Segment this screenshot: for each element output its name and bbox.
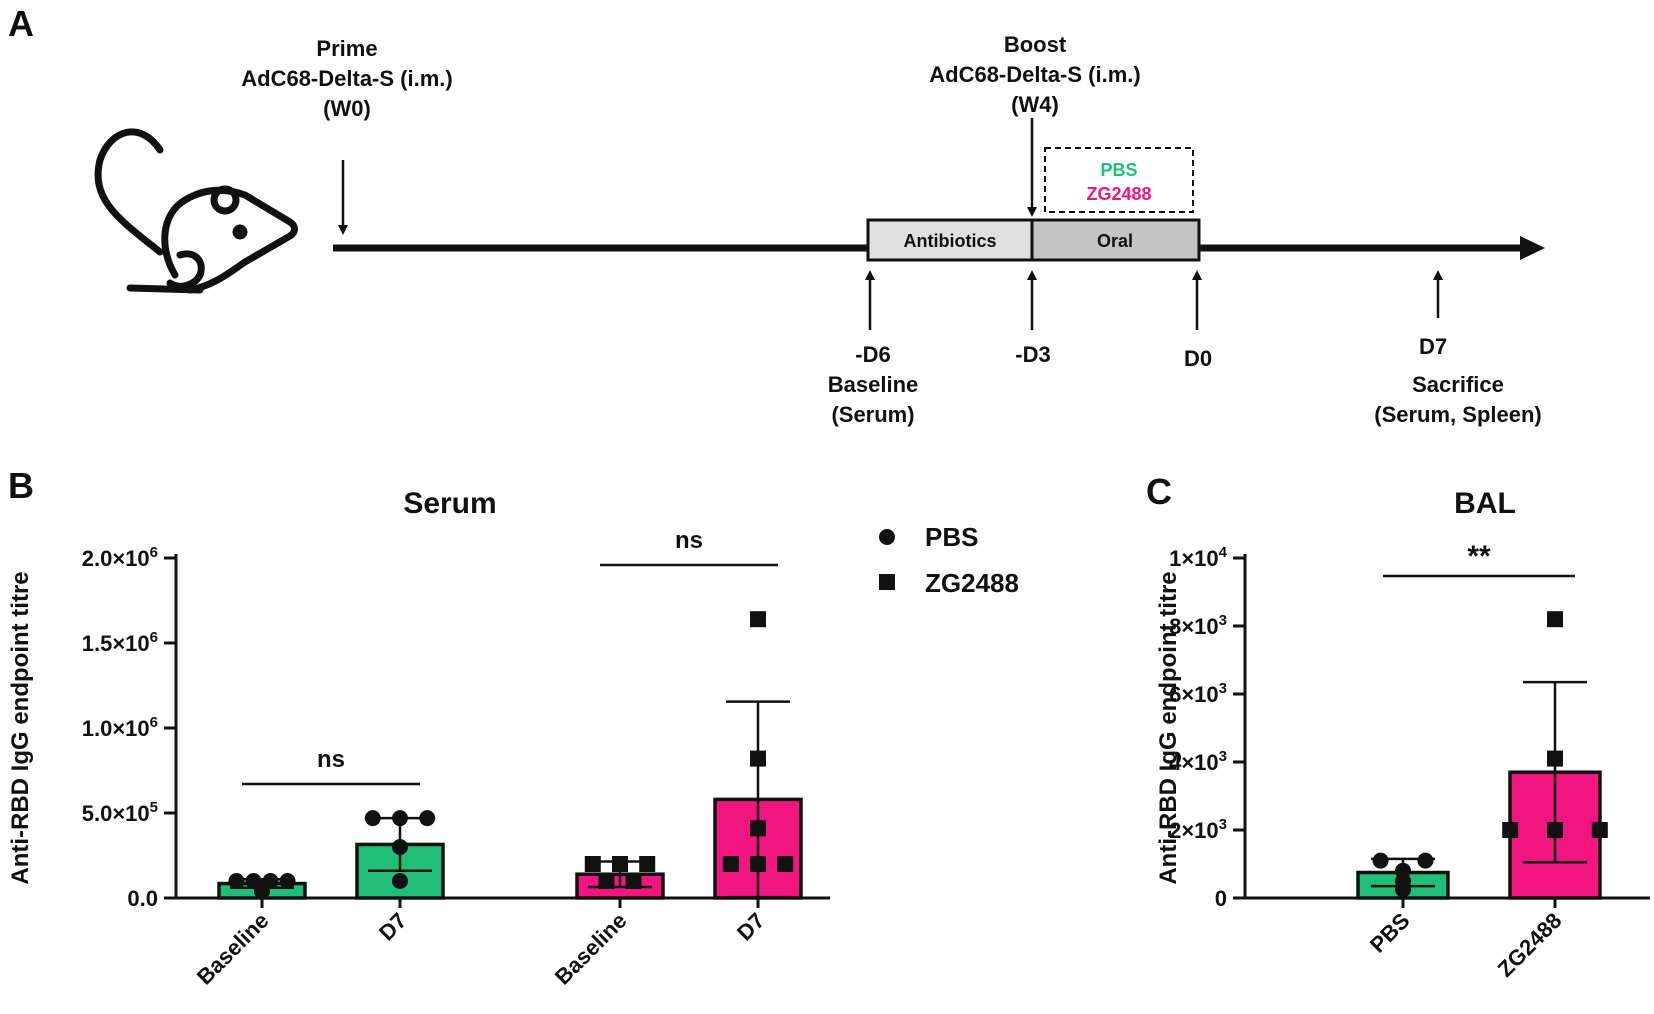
treatment-box (1044, 147, 1194, 213)
serum-y-axis-label: Anti-RBD IgG endpoint titre (7, 571, 34, 884)
oral-box (1030, 218, 1201, 262)
timeline-arrowhead (1520, 236, 1545, 260)
legend-zg2488-marker (879, 574, 895, 590)
d6-label: -D6 (855, 342, 890, 367)
serum-y-tick-label: 1.0×106 (82, 714, 158, 741)
legend-pbs-label: PBS (925, 522, 978, 552)
bal-y-tick-label: 1×104 (1169, 544, 1228, 571)
serum-data-point (750, 750, 766, 767)
d6-baseline: Baseline (828, 372, 919, 397)
panel-a-letter: A (8, 3, 34, 44)
serum-data-point (419, 810, 436, 827)
serum-data-point (392, 810, 408, 827)
mouse-icon (94, 128, 298, 294)
d7-samples: (Serum, Spleen) (1374, 402, 1541, 427)
serum-data-point (392, 839, 408, 855)
serum-category-label: Baseline (550, 908, 632, 990)
serum-category-label: D7 (732, 908, 770, 946)
serum-data-point (750, 856, 766, 872)
bal-significance-label: ** (1467, 540, 1491, 573)
legend: PBS ZG2488 (879, 522, 1019, 598)
bal-data-point (1547, 750, 1563, 767)
serum-y-tick-label: 2.0×106 (82, 544, 158, 571)
serum-data-point (584, 856, 601, 872)
panel-c-letter: C (1146, 471, 1172, 512)
treatment-pbs-label: PBS (1100, 160, 1137, 180)
d7-sacrifice: Sacrifice (1412, 372, 1504, 397)
serum-data-point (392, 873, 408, 889)
bal-y-tick-label: 8×103 (1169, 612, 1227, 639)
bal-data-point (1591, 822, 1608, 838)
bal-y-tick-label: 0 (1215, 886, 1227, 911)
d0-label: D0 (1184, 346, 1212, 371)
bal-chart: BAL Anti-RBD IgG endpoint titre 0 2×103 4×10… (1155, 487, 1650, 982)
oral-label: Oral (1097, 231, 1133, 251)
bal-y-axis-label: Anti-RBD IgG endpoint titre (1155, 571, 1182, 884)
boost-vaccine: AdC68-Delta-S (i.m.) (929, 62, 1140, 87)
legend-zg2488-label: ZG2488 (925, 568, 1019, 598)
serum-data-point (750, 820, 766, 837)
serum-chart-title: Serum (403, 487, 496, 520)
serum-data-point (750, 611, 766, 628)
bal-category-label: PBS (1365, 908, 1415, 958)
d6-serum: (Serum) (831, 402, 914, 427)
serum-category-label: Baseline (192, 908, 274, 990)
prime-week: (W0) (323, 96, 371, 121)
bal-data-point (1417, 852, 1434, 869)
serum-data-point (639, 856, 656, 872)
prime-title: Prime (316, 36, 377, 61)
serum-significance-label: ns (317, 746, 345, 773)
bal-category-label: ZG2488 (1493, 908, 1567, 982)
serum-data-point (598, 873, 615, 889)
bal-data-point (1395, 881, 1411, 898)
serum-data-point (777, 856, 794, 872)
serum-data-point (364, 810, 381, 827)
d3-label: -D3 (1015, 342, 1050, 367)
serum-data-point (612, 856, 628, 872)
bal-data-point (1372, 852, 1389, 869)
bal-data-point (1502, 822, 1519, 838)
treatment-zg2488-label: ZG2488 (1086, 184, 1151, 204)
serum-data-point (228, 873, 245, 889)
prime-vaccine: AdC68-Delta-S (i.m.) (241, 66, 452, 91)
serum-chart: Serum Anti-RBD IgG endpoint titre 0.0 5.0×1… (7, 487, 830, 990)
serum-y-tick-label: 5.0×105 (82, 799, 158, 826)
panel-b-letter: B (8, 465, 34, 506)
bal-data-point (1547, 822, 1563, 838)
serum-category-label: D7 (374, 908, 412, 946)
serum-y-tick-label: 1.5×106 (82, 629, 158, 656)
serum-data-point (254, 883, 270, 900)
bal-y-tick-label: 2×103 (1169, 816, 1227, 843)
legend-pbs-marker (879, 529, 895, 545)
boost-title: Boost (1004, 32, 1067, 57)
serum-data-point (625, 873, 642, 889)
serum-data-point (279, 873, 296, 889)
serum-y-tick-label: 0.0 (127, 886, 158, 911)
serum-data-point (722, 856, 739, 872)
bal-y-tick-label: 4×103 (1169, 748, 1227, 775)
panel-a: A Antibiotics Oral PBS ZG2488 Prime AdC6… (8, 3, 1545, 427)
bal-data-point (1547, 611, 1563, 628)
bal-y-tick-label: 6×103 (1169, 680, 1227, 707)
boost-week: (W4) (1011, 92, 1059, 117)
serum-significance-label: ns (675, 527, 703, 554)
d7-label: D7 (1419, 334, 1447, 359)
bal-chart-title: BAL (1454, 487, 1516, 520)
antibiotics-label: Antibiotics (904, 231, 997, 251)
